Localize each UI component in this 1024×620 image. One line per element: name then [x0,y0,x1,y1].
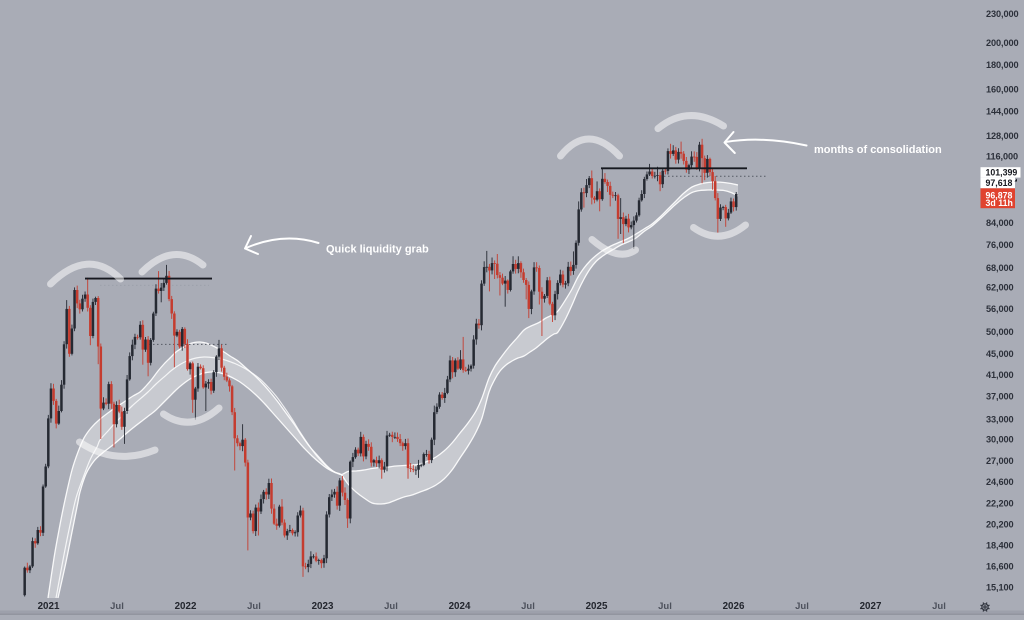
svg-text:37,000: 37,000 [986,392,1014,402]
svg-text:18,400: 18,400 [986,540,1014,550]
svg-text:months of consolidation: months of consolidation [814,144,942,156]
svg-text:16,600: 16,600 [986,561,1014,571]
svg-text:Jul: Jul [110,601,124,612]
svg-text:180,000: 180,000 [986,60,1019,70]
svg-text:Quick liquidity grab: Quick liquidity grab [326,244,429,256]
svg-text:2024: 2024 [449,601,471,612]
svg-text:Jul: Jul [795,601,809,612]
svg-text:160,000: 160,000 [986,84,1019,94]
svg-text:96,878: 96,878 [986,191,1013,201]
svg-text:20,200: 20,200 [986,519,1014,529]
svg-text:200,000: 200,000 [986,38,1019,48]
svg-text:128,000: 128,000 [986,131,1019,141]
svg-text:2025: 2025 [586,601,608,612]
svg-text:Jul: Jul [658,601,672,612]
svg-text:116,000: 116,000 [986,152,1018,162]
svg-text:Jul: Jul [384,601,398,612]
svg-text:144,000: 144,000 [986,106,1019,116]
svg-text:45,000: 45,000 [986,349,1014,359]
svg-text:Jul: Jul [932,601,946,612]
svg-text:230,000: 230,000 [986,9,1019,19]
svg-text:97,618: 97,618 [986,178,1013,188]
svg-text:68,000: 68,000 [986,263,1014,273]
svg-text:Jul: Jul [521,601,535,612]
svg-text:84,000: 84,000 [986,218,1014,228]
svg-text:3d 11h: 3d 11h [986,198,1013,208]
svg-text:62,000: 62,000 [986,282,1014,292]
svg-text:27,000: 27,000 [986,456,1014,466]
svg-text:101,399: 101,399 [986,168,1018,178]
svg-text:2027: 2027 [860,601,882,612]
svg-text:24,600: 24,600 [986,477,1014,487]
svg-text:2023: 2023 [312,601,334,612]
svg-text:15,100: 15,100 [986,582,1014,592]
svg-text:56,000: 56,000 [986,304,1014,314]
svg-text:76,000: 76,000 [986,240,1014,250]
svg-text:2026: 2026 [723,601,745,612]
svg-text:50,000: 50,000 [986,327,1014,337]
svg-text:30,000: 30,000 [986,434,1014,444]
svg-text:2022: 2022 [175,601,197,612]
svg-text:2021: 2021 [38,601,60,612]
svg-text:22,200: 22,200 [986,498,1014,508]
svg-text:Jul: Jul [247,601,261,612]
svg-text:33,000: 33,000 [986,414,1014,424]
svg-text:41,000: 41,000 [986,370,1014,380]
